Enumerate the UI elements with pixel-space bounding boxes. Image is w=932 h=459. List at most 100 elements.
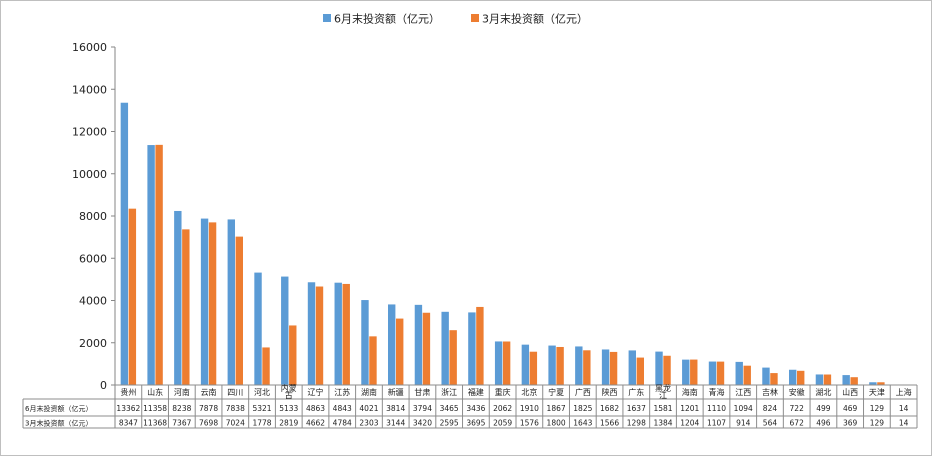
legend-label-1: 6月末投资额（亿元） — [334, 12, 440, 26]
table-value-series2-26: 496 — [816, 419, 831, 428]
table-row-header-2: 3月末投资额（亿元） — [25, 419, 92, 428]
bar-series2-3 — [209, 222, 216, 385]
category-label-2: 河南 — [174, 387, 190, 397]
table-value-series1-11: 3794 — [413, 404, 432, 413]
table-value-series1-12: 3465 — [440, 404, 459, 413]
bar-series2-9 — [369, 336, 376, 385]
category-label-12: 浙江 — [441, 387, 457, 397]
category-label-17: 广西 — [575, 387, 591, 397]
bar-series2-2 — [182, 229, 189, 385]
bar-series1-13 — [468, 312, 475, 385]
category-label-5: 河北 — [254, 387, 270, 397]
bar-series1-1 — [147, 145, 154, 385]
table-value-series2-18: 1566 — [600, 419, 619, 428]
table-value-series2-5: 1778 — [252, 419, 271, 428]
category-label-1: 山东 — [147, 387, 163, 397]
table-value-series1-24: 824 — [763, 404, 778, 413]
bar-series2-11 — [423, 313, 430, 385]
bar-series1-9 — [361, 300, 368, 385]
table-value-series1-29: 14 — [899, 404, 909, 413]
y-tick-label: 8000 — [79, 210, 107, 223]
category-label-19: 广东 — [628, 387, 644, 397]
table-value-series1-8: 4843 — [333, 404, 352, 413]
bar-series2-7 — [316, 287, 323, 385]
table-value-series1-21: 1201 — [680, 404, 699, 413]
table-value-series1-14: 2062 — [493, 404, 512, 413]
table-value-series2-23: 914 — [736, 419, 751, 428]
legend-label-2: 3月末投资额（亿元） — [482, 12, 588, 26]
table-value-series1-6: 5133 — [279, 404, 298, 413]
table-value-series2-29: 14 — [899, 419, 909, 428]
y-tick-label: 4000 — [79, 295, 107, 308]
table-value-series1-23: 1094 — [734, 404, 753, 413]
table-value-series2-16: 1800 — [547, 419, 566, 428]
table-value-series1-0: 13362 — [116, 404, 140, 413]
category-label-27: 山西 — [842, 387, 858, 397]
table-value-series2-8: 4784 — [333, 419, 352, 428]
table-value-series2-6: 2819 — [279, 419, 298, 428]
category-label-13: 福建 — [468, 387, 484, 397]
table-value-series1-10: 3814 — [386, 404, 405, 413]
legend-swatch-1 — [323, 14, 331, 22]
bar-series2-19 — [637, 358, 644, 385]
table-value-series2-1: 11368 — [143, 419, 167, 428]
table-value-series1-17: 1825 — [573, 404, 592, 413]
table-value-series1-1: 11358 — [143, 404, 167, 413]
bar-series2-14 — [503, 342, 510, 386]
table-value-series2-27: 369 — [843, 419, 858, 428]
bar-series1-15 — [522, 345, 529, 385]
bar-series2-1 — [155, 145, 162, 385]
bar-series1-22 — [709, 362, 716, 385]
bar-series1-20 — [655, 352, 662, 385]
category-label-28: 天津 — [869, 387, 885, 397]
bar-series2-16 — [556, 347, 563, 385]
bar-series1-16 — [548, 346, 555, 385]
bar-series1-26 — [816, 374, 823, 385]
bar-series1-4 — [228, 219, 235, 385]
table-value-series2-10: 3144 — [386, 419, 405, 428]
bar-series2-21 — [690, 360, 697, 385]
table-value-series2-20: 1384 — [653, 419, 672, 428]
bar-series1-6 — [281, 277, 288, 385]
table-value-series1-13: 3436 — [466, 404, 485, 413]
table-value-series1-22: 1110 — [707, 404, 726, 413]
category-label-24: 吉林 — [762, 387, 778, 397]
category-label-22: 青海 — [709, 387, 725, 397]
table-row-header-1: 6月末投资额（亿元） — [25, 404, 92, 413]
bar-series1-14 — [495, 341, 502, 385]
bar-series1-11 — [415, 305, 422, 385]
category-label-14: 重庆 — [495, 387, 511, 397]
bar-series2-6 — [289, 325, 296, 385]
bar-series1-27 — [842, 375, 849, 385]
bar-series1-25 — [789, 370, 796, 385]
table-value-series2-22: 1107 — [707, 419, 726, 428]
table-value-series1-16: 1867 — [547, 404, 566, 413]
y-tick-label: 16000 — [72, 41, 107, 54]
bar-series2-26 — [824, 375, 831, 385]
bar-series2-4 — [236, 237, 243, 385]
bar-series1-24 — [762, 368, 769, 385]
table-value-series1-25: 722 — [790, 404, 805, 413]
category-label-9: 湖南 — [361, 387, 377, 397]
table-value-series1-18: 1682 — [600, 404, 619, 413]
bar-series1-17 — [575, 346, 582, 385]
bar-series2-27 — [850, 377, 857, 385]
category-label-6-line2: 古 — [285, 390, 293, 400]
category-label-18: 陕西 — [602, 387, 618, 397]
category-label-26: 湖北 — [815, 388, 831, 397]
bar-series1-23 — [736, 362, 743, 385]
y-tick-label: 10000 — [72, 168, 107, 181]
y-tick-label: 12000 — [72, 126, 107, 139]
bar-series2-24 — [770, 373, 777, 385]
bar-series1-0 — [121, 103, 128, 385]
table-value-series2-7: 4662 — [306, 419, 325, 428]
bar-series2-23 — [744, 366, 751, 385]
table-value-series2-14: 2059 — [493, 419, 512, 428]
table-value-series2-11: 3420 — [413, 419, 432, 428]
table-value-series2-24: 564 — [763, 419, 778, 428]
bar-series2-15 — [530, 352, 537, 385]
category-label-4: 四川 — [227, 388, 243, 397]
bar-series1-21 — [682, 360, 689, 385]
